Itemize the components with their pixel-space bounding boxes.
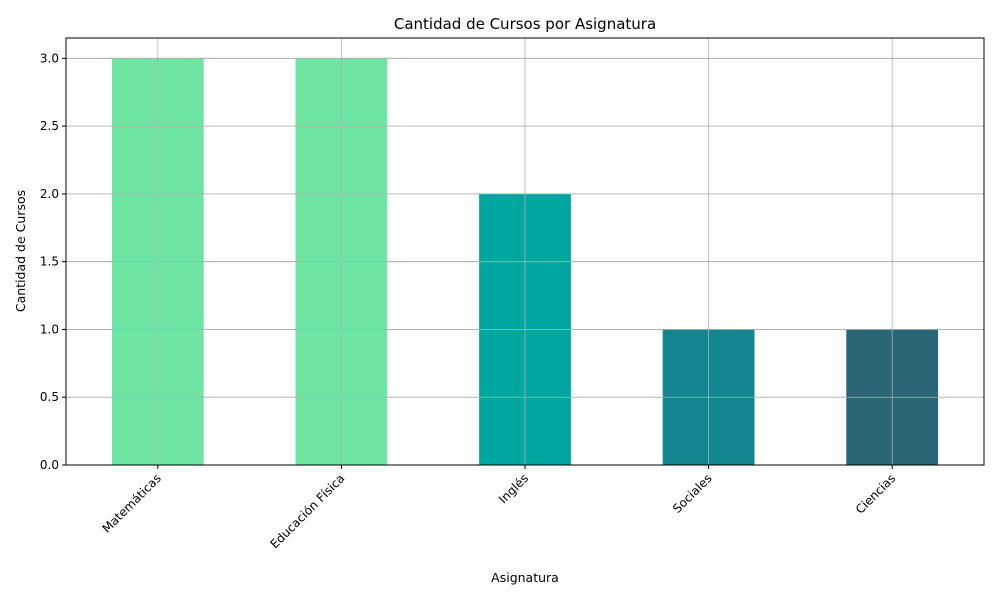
y-tick-label: 0.0 (40, 458, 59, 472)
y-tick-label: 2.5 (40, 119, 59, 133)
y-tick-label: 0.5 (40, 390, 59, 404)
x-tick-label: Ciencias (853, 471, 898, 516)
y-tick-label: 1.0 (40, 322, 59, 336)
y-axis-title: Cantidad de Cursos (13, 190, 28, 312)
y-tick-label: 1.5 (40, 255, 59, 269)
grid-over-layer (66, 38, 984, 466)
chart-title: Cantidad de Cursos por Asignatura (394, 15, 656, 33)
y-tick-label: 3.0 (40, 51, 59, 65)
x-tick-label: Inglés (496, 471, 531, 506)
x-tick-label: Matemáticas (100, 471, 164, 535)
y-tick-label: 2.0 (40, 187, 59, 201)
x-axis-title: Asignatura (491, 570, 559, 585)
x-tick-label: Sociales (670, 471, 715, 516)
x-tick-label: Educación Física (267, 471, 347, 551)
